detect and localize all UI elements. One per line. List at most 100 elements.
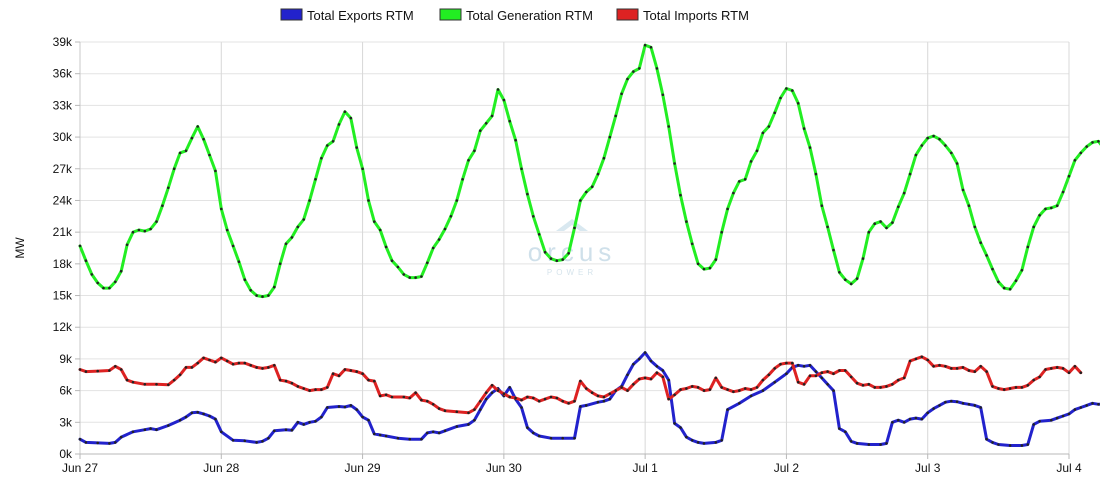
- data-point: [131, 230, 135, 234]
- data-point: [973, 225, 977, 229]
- data-point: [596, 400, 600, 404]
- data-point: [761, 131, 765, 135]
- data-point: [426, 431, 429, 435]
- data-point: [649, 377, 653, 381]
- data-point: [814, 374, 818, 378]
- data-point: [1032, 378, 1035, 382]
- data-point: [708, 388, 712, 391]
- data-point: [696, 441, 700, 444]
- data-point: [267, 294, 270, 297]
- data-point: [802, 365, 806, 368]
- data-point: [832, 248, 835, 252]
- data-point: [161, 204, 164, 207]
- data-point: [638, 357, 641, 361]
- data-point: [384, 434, 388, 438]
- data-point: [484, 397, 488, 401]
- data-point: [1026, 384, 1030, 387]
- data-point: [437, 431, 441, 435]
- data-point: [632, 362, 635, 366]
- data-point: [284, 242, 288, 246]
- data-point: [1079, 406, 1083, 409]
- data-point: [119, 435, 123, 439]
- data-point: [237, 361, 241, 365]
- data-point: [861, 384, 865, 387]
- data-point: [326, 406, 329, 409]
- data-point: [926, 136, 929, 140]
- data-point: [961, 188, 965, 192]
- data-point: [443, 409, 447, 413]
- data-point: [378, 394, 382, 398]
- data-point: [1008, 287, 1012, 291]
- data-point: [373, 432, 376, 436]
- series-line-total-exports-rtm: [78, 351, 1100, 447]
- data-point: [520, 406, 523, 409]
- y-tick-label: 27k: [53, 162, 73, 176]
- data-point: [431, 430, 435, 434]
- data-point: [178, 151, 182, 155]
- data-point: [526, 426, 529, 429]
- data-point: [526, 192, 529, 196]
- data-point: [320, 415, 323, 419]
- data-point: [961, 402, 965, 405]
- data-point: [614, 114, 617, 118]
- data-point: [585, 404, 588, 407]
- data-point: [96, 281, 99, 285]
- data-point: [396, 436, 400, 440]
- data-point: [308, 199, 311, 202]
- data-point: [632, 383, 635, 386]
- series-points-total-imports-rtm: [78, 355, 1083, 415]
- data-point: [408, 437, 412, 441]
- data-point: [908, 172, 912, 176]
- data-point: [479, 408, 482, 411]
- data-point: [667, 125, 670, 128]
- data-point: [944, 365, 947, 368]
- data-point: [961, 366, 965, 369]
- data-point: [826, 383, 829, 386]
- data-point: [196, 361, 199, 365]
- data-point: [1050, 418, 1053, 422]
- data-point: [779, 96, 782, 100]
- data-point: [861, 257, 865, 260]
- data-point: [508, 395, 512, 399]
- data-point: [626, 389, 629, 392]
- data-point: [614, 389, 617, 392]
- data-point: [496, 389, 500, 392]
- data-point: [184, 415, 188, 419]
- data-point: [326, 144, 329, 147]
- data-point: [985, 254, 988, 257]
- data-point: [685, 387, 688, 390]
- data-point: [626, 77, 629, 81]
- data-point: [826, 370, 829, 373]
- data-point: [891, 221, 894, 224]
- data-point: [1038, 420, 1041, 423]
- data-point: [302, 387, 306, 390]
- data-point: [1038, 375, 1041, 379]
- data-point: [855, 381, 859, 385]
- data-point: [284, 428, 288, 432]
- data-point: [455, 199, 459, 202]
- data-point: [867, 443, 871, 446]
- data-point: [955, 162, 959, 165]
- data-point: [267, 366, 270, 369]
- data-point: [390, 395, 394, 399]
- y-tick-label: 18k: [53, 257, 73, 271]
- data-point: [967, 403, 971, 406]
- data-point: [278, 262, 282, 266]
- data-point: [532, 215, 535, 218]
- data-point: [220, 356, 223, 360]
- data-point: [273, 364, 276, 367]
- data-point: [732, 191, 735, 195]
- data-point: [237, 260, 241, 264]
- data-point: [149, 427, 152, 430]
- data-point: [873, 386, 876, 389]
- data-point: [643, 43, 647, 47]
- data-point: [626, 373, 629, 377]
- data-point: [997, 443, 1000, 446]
- data-point: [573, 436, 576, 440]
- data-point: [355, 146, 359, 149]
- data-point: [208, 358, 211, 362]
- data-point: [690, 242, 694, 246]
- data-point: [891, 383, 894, 386]
- data-point: [844, 369, 847, 372]
- data-point: [1008, 444, 1012, 447]
